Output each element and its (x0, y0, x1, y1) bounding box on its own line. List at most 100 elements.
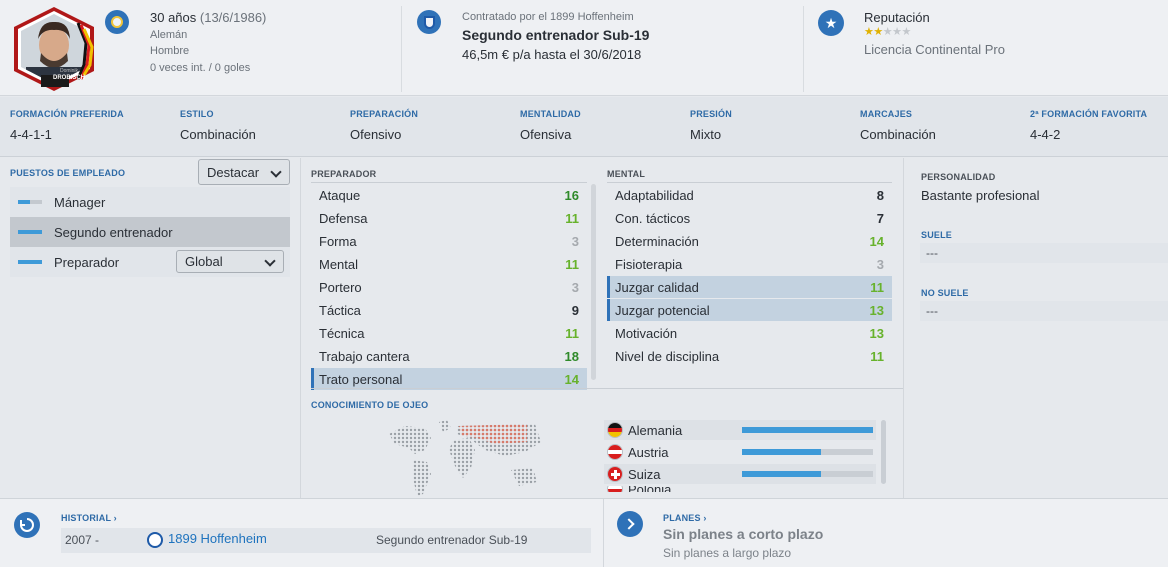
attribute-row[interactable]: Defensa 11 (311, 207, 587, 229)
attribute-value: 14 (564, 371, 579, 387)
rating-star-icon: ★ (892, 26, 902, 38)
attribute-value: 14 (869, 233, 884, 249)
attribute-row[interactable]: Motivación 13 (607, 322, 892, 344)
attribute-row[interactable]: Forma 3 (311, 230, 587, 252)
country-scrollbar[interactable] (881, 420, 886, 484)
country-row[interactable]: Polonia (604, 486, 876, 492)
tactic-style: ESTILO Combinación (180, 109, 256, 142)
country-row[interactable]: Alemania (604, 420, 876, 440)
tactic-pressing: PRESIÓN Mixto (690, 109, 732, 142)
tactic-mentality: MENTALIDAD Ofensiva (520, 109, 581, 142)
attribute-row[interactable]: Portero 3 (311, 276, 587, 298)
history-row[interactable]: 2007 - 1899 Hoffenheim Segundo entrenado… (61, 528, 591, 553)
attribute-label: Técnica (319, 325, 365, 341)
role-label: Segundo entrenador (54, 224, 173, 240)
tactic-preferred-formation: FORMACIÓN PREFERIDA 4-4-1-1 (10, 109, 124, 142)
dislikes-value: --- (920, 301, 1168, 321)
attribute-label: Trabajo cantera (319, 348, 410, 364)
attribute-value: 13 (869, 325, 884, 341)
attribute-row[interactable]: Táctica 9 (311, 299, 587, 321)
attribute-label: Táctica (319, 302, 361, 318)
history-club-link[interactable]: 1899 Hoffenheim (168, 531, 267, 546)
attribute-value: 7 (876, 210, 884, 226)
attribute-value: 3 (571, 279, 579, 295)
rating-star-icon: ★ (901, 26, 912, 38)
attribute-row[interactable]: Juzgar potencial 13 (607, 299, 892, 321)
attribute-label: Con. tácticos (615, 210, 691, 226)
attribute-value: 9 (571, 302, 579, 318)
attribute-value: 11 (565, 210, 579, 226)
attribute-row[interactable]: Trato personal 14 (311, 368, 587, 390)
flag-switzerland-icon (607, 466, 623, 482)
attribute-value: 18 (564, 348, 579, 364)
likes-title: SUELE (921, 230, 953, 240)
country-row[interactable]: Suiza (604, 464, 876, 484)
plans-link[interactable]: PLANES › (663, 513, 707, 523)
gender: Hombre (150, 45, 190, 57)
tactics-strip: FORMACIÓN PREFERIDA 4-4-1-1 ESTILO Combina… (0, 97, 1168, 157)
attribute-row[interactable]: Mental 11 (311, 253, 587, 275)
chevron-down-icon (264, 255, 276, 267)
attribute-label: Mental (319, 256, 359, 272)
personality-title: PERSONALIDAD (921, 172, 996, 182)
bottom-panel: HISTORIAL › 2007 - 1899 Hoffenheim Segun… (0, 498, 1168, 567)
attribute-row[interactable]: Técnica 11 (311, 322, 587, 344)
country-name: Alemania (628, 422, 683, 438)
reputation-label: Reputación (864, 10, 930, 25)
avatar-last-name: DROBISCH (52, 75, 85, 81)
knowledge-bar (742, 471, 873, 477)
attribute-value: 11 (565, 256, 579, 272)
scouting-title: CONOCIMIENTO DE OJEO (311, 400, 429, 410)
attribute-label: Defensa (319, 210, 368, 226)
rating-star-icon: ★ (882, 26, 893, 38)
role-label: Preparador (54, 254, 120, 270)
knowledge-bar (742, 427, 873, 433)
coaching-scrollbar[interactable] (591, 184, 596, 380)
coach-role-select[interactable]: Global (176, 250, 284, 273)
chevron-right-icon[interactable] (617, 511, 643, 537)
role-label: Mánager (54, 194, 106, 210)
role-manager[interactable]: Mánager (10, 187, 290, 217)
country-name: Austria (628, 444, 669, 460)
reputation-stars: ★★★★★ (864, 25, 911, 39)
license: Licencia Continental Pro (864, 42, 1005, 57)
attribute-row[interactable]: Ataque 16 (311, 184, 587, 206)
rating-star-icon: ★ (864, 26, 874, 38)
role-bar (18, 230, 42, 234)
attribute-label: Portero (319, 279, 362, 295)
age-line: 30 años (13/6/1986) (150, 10, 267, 25)
country-row[interactable]: Austria (604, 442, 876, 462)
attribute-value: 11 (870, 279, 884, 295)
international-caps: 0 veces int. / 0 goles (150, 62, 251, 74)
role-assistant-manager[interactable]: Segundo entrenador (10, 217, 290, 247)
attribute-value: 16 (564, 187, 579, 203)
attribute-row[interactable]: Nivel de disciplina 11 (607, 345, 892, 367)
history-icon (14, 512, 40, 538)
plans-long: Sin planes a largo plazo (663, 546, 792, 560)
chevron-down-icon (270, 166, 282, 178)
history-link[interactable]: HISTORIAL › (61, 513, 117, 523)
tactic-second-formation: 2ª FORMACIÓN FAVORITA 4-4-2 (1030, 109, 1148, 142)
attribute-row[interactable]: Adaptabilidad 8 (607, 184, 892, 206)
knowledge-bar (742, 449, 873, 455)
attribute-row[interactable]: Fisioterapia 3 (607, 253, 892, 275)
club-crest-icon (147, 532, 163, 548)
staff-avatar (14, 7, 94, 91)
attribute-row[interactable]: Con. tácticos 7 (607, 207, 892, 229)
attribute-label: Motivación (615, 325, 678, 341)
tactic-training: PREPARACIÓN Ofensivo (350, 109, 419, 142)
highlight-select[interactable]: Destacar (198, 159, 290, 185)
flag-austria-icon (607, 444, 623, 460)
contract-wage: 46,5m € p/a hasta el 30/6/2018 (462, 47, 642, 62)
attribute-row[interactable]: Trabajo cantera 18 (311, 345, 587, 367)
profile-header: Dominik DROBISCH 30 años (13/6/1986) Ale… (0, 0, 1168, 96)
rating-star-icon: ★ (873, 26, 883, 38)
attribute-row[interactable]: Determinación 14 (607, 230, 892, 252)
club-crest-icon (417, 10, 441, 34)
star-icon: ★ (818, 10, 844, 36)
highlight-select-value: Destacar (207, 164, 260, 180)
attribute-row[interactable]: Juzgar calidad 11 (607, 276, 892, 298)
attribute-value: 13 (869, 302, 884, 318)
attribute-value: 3 (571, 233, 579, 249)
country-name: Polonia (628, 486, 671, 492)
